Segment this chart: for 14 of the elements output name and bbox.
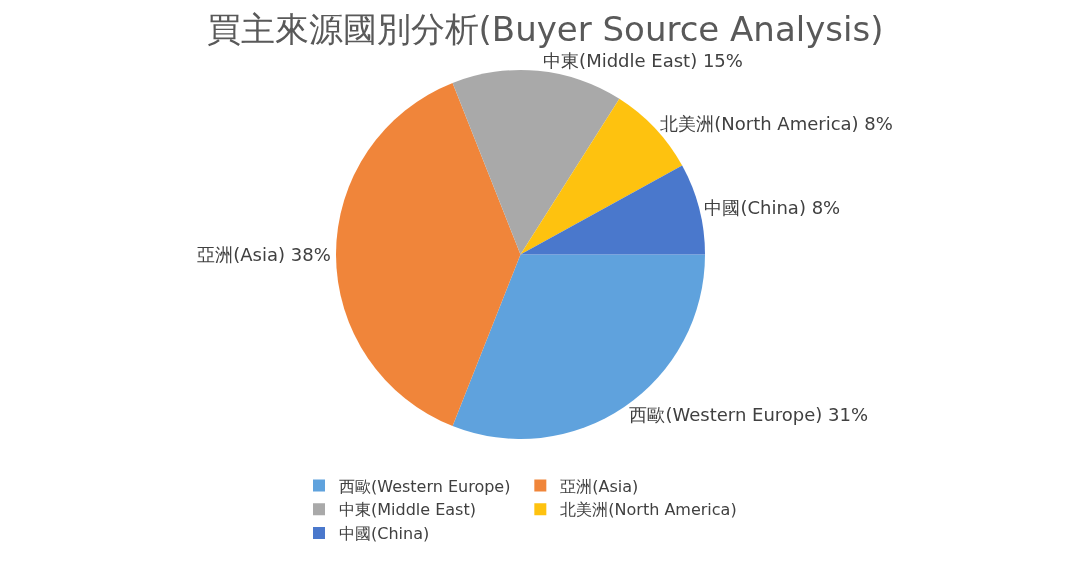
- category-label: 中東(Middle East) 15%: [543, 49, 743, 71]
- pie-slice: [336, 82, 521, 427]
- category-label: 西歐(Western Europe) 31%: [629, 403, 869, 425]
- legend-label: 中東(Middle East): [339, 500, 476, 520]
- legend-label: 亞洲(Asia): [560, 476, 639, 496]
- category-label: 亞洲(Asia) 38%: [197, 244, 331, 265]
- pie-slice: [452, 70, 620, 255]
- legend-label: 北美洲(North America): [560, 500, 737, 520]
- pie-slice: [520, 165, 705, 255]
- legend-label: 中國(China): [339, 524, 430, 544]
- category-label: 中國(China) 8%: [704, 197, 841, 219]
- chart-title: 買主來源國別分析(Buyer Source Analysis): [206, 8, 884, 49]
- category-label: 北美洲(North America) 8%: [660, 112, 893, 134]
- legend-label: 西歐(Western Europe): [339, 476, 511, 496]
